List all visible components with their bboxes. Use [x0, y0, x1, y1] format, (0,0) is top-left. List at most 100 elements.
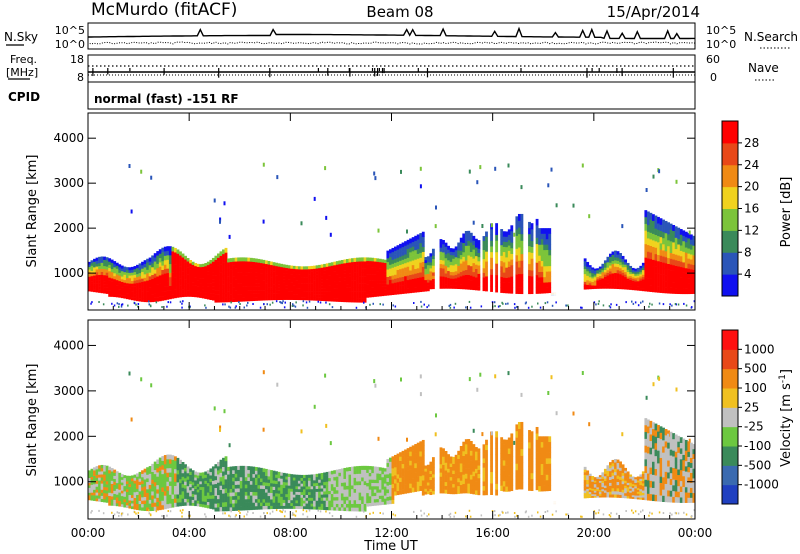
- power-cell: [616, 260, 620, 264]
- velocity-cell: [421, 444, 425, 451]
- nsearch-line: [87, 41, 696, 45]
- power-cell: [88, 278, 91, 282]
- power-cell: [133, 297, 137, 301]
- power-cell: [376, 280, 380, 284]
- velocity-cell: [452, 470, 456, 474]
- velocity-cell: [495, 483, 499, 490]
- power-cell: [211, 272, 215, 276]
- power-cell: [535, 281, 539, 288]
- velocity-cell: [219, 481, 223, 486]
- power-cell: [687, 268, 691, 274]
- velocity-cell: [216, 461, 220, 467]
- power-cell: [292, 274, 296, 278]
- velocity-cell: [540, 436, 544, 443]
- power-cell: [232, 279, 235, 284]
- velocity-cell: [224, 469, 228, 475]
- power-cell: [141, 284, 144, 289]
- velocity-cell: [495, 437, 499, 444]
- power-cell: [601, 269, 605, 273]
- power-cell: [125, 293, 129, 297]
- velocity-cell: [100, 480, 104, 484]
- velocity-cell: [442, 452, 445, 457]
- velocity-cell: [386, 489, 390, 494]
- power-speck: [113, 304, 116, 307]
- velocity-cell: [93, 486, 96, 490]
- velocity-cell: [184, 471, 187, 475]
- power-cell: [282, 282, 286, 286]
- power-cell: [401, 272, 405, 277]
- velocity-cell: [343, 489, 347, 494]
- power-cell: [419, 237, 423, 244]
- velocity-cell: [186, 482, 190, 487]
- velocity-cell: [419, 470, 423, 477]
- velocity-cell: [209, 495, 213, 499]
- velocity-cell: [394, 458, 397, 464]
- velocity-cell: [194, 502, 198, 507]
- power-cell: [113, 290, 117, 295]
- power-cell: [609, 273, 612, 278]
- power-cell: [227, 265, 230, 270]
- velocity-cell: [186, 466, 190, 471]
- velocity-cell: [163, 486, 167, 492]
- power-cell: [624, 281, 628, 285]
- power-cell: [143, 287, 147, 292]
- velocity-cell: [224, 501, 228, 507]
- power-cell: [348, 273, 352, 277]
- power-cell: [654, 253, 658, 261]
- velocity-cell: [431, 480, 435, 485]
- velocity-cell: [305, 474, 309, 478]
- velocity-cell: [426, 470, 430, 474]
- power-speck: [468, 300, 471, 303]
- power-cell: [259, 273, 263, 277]
- velocity-cell: [416, 481, 420, 487]
- velocity-cell: [275, 471, 278, 475]
- power-cell: [136, 264, 139, 269]
- velocity-cell: [153, 481, 157, 487]
- power-cell: [588, 284, 592, 288]
- velocity-cell: [234, 506, 238, 511]
- velocity-cell: [545, 436, 549, 443]
- power-cell: [419, 252, 423, 258]
- power-cell: [98, 286, 101, 290]
- power-cell: [366, 257, 370, 262]
- power-cell: [588, 277, 592, 280]
- velocity-cell: [95, 495, 99, 499]
- power-cell: [247, 264, 251, 269]
- velocity-cell: [517, 475, 521, 483]
- power-cell: [227, 298, 230, 303]
- velocity-cell: [216, 494, 220, 500]
- power-cell: [477, 240, 481, 245]
- power-cell: [641, 272, 645, 275]
- velocity-cell: [404, 453, 407, 459]
- power-cell: [363, 272, 367, 277]
- power-cell: [282, 290, 286, 295]
- velocity-cell: [404, 458, 407, 463]
- velocity-cell: [292, 488, 296, 492]
- power-cell: [459, 271, 463, 277]
- velocity-cell: [315, 473, 319, 478]
- power-cell: [325, 279, 329, 283]
- power-speck: [547, 183, 550, 188]
- power-speck: [565, 304, 567, 307]
- velocity-cell: [371, 469, 375, 474]
- power-cell: [323, 273, 327, 277]
- power-cell: [363, 287, 367, 292]
- velocity-cell: [168, 467, 172, 473]
- velocity-cell: [257, 505, 261, 510]
- power-cell: [383, 271, 387, 275]
- velocity-cell: [115, 479, 119, 484]
- power-cell: [156, 297, 160, 302]
- power-cell: [110, 278, 114, 282]
- power-cell: [426, 279, 430, 283]
- power-cell: [469, 232, 473, 238]
- power-cell: [356, 291, 359, 296]
- power-cell: [239, 297, 243, 302]
- velocity-cell: [396, 457, 400, 463]
- power-cell: [168, 250, 172, 256]
- velocity-cell: [464, 444, 468, 450]
- power-speck: [374, 176, 377, 181]
- velocity-cell: [110, 477, 114, 481]
- power-cell: [454, 271, 458, 275]
- power-cell: [505, 262, 509, 268]
- power-cell: [545, 238, 549, 245]
